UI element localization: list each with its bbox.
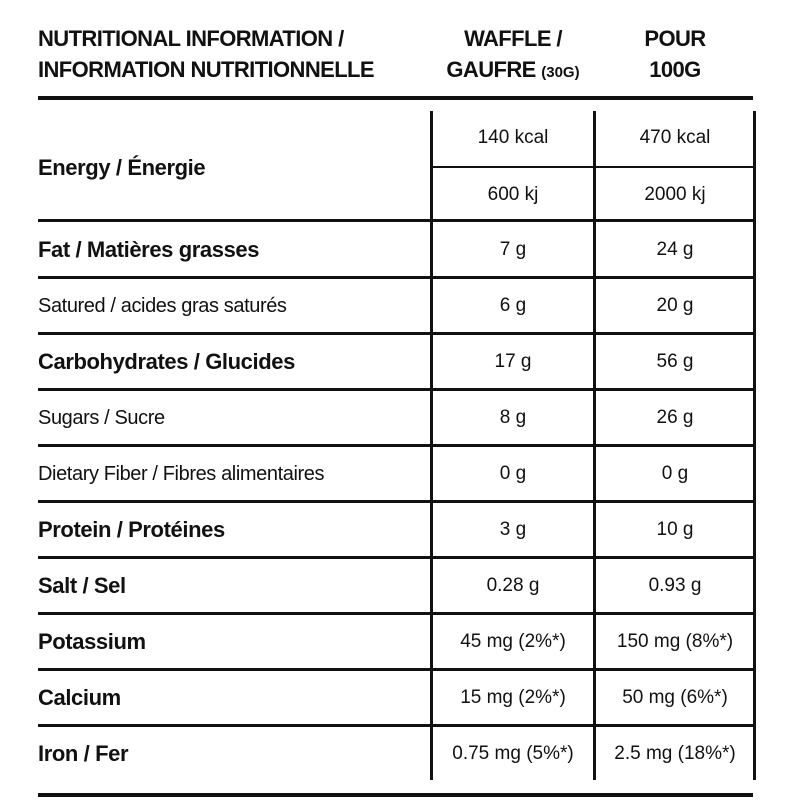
row-value-waffle: 15 mg (2%*) — [460, 687, 566, 708]
row-value-waffle: 6 g — [499, 295, 527, 316]
row-divider — [38, 724, 756, 727]
row-value-waffle: 3 g — [499, 519, 527, 540]
row-label: Sugars / Sucre — [38, 407, 165, 429]
row-value-per100g: 50 mg (6%*) — [622, 687, 728, 708]
row-divider — [38, 332, 756, 335]
header-waffle-line2: GAUFRE — [446, 57, 536, 82]
row-label: Protein / Protéines — [38, 517, 225, 542]
row-divider — [38, 500, 756, 503]
header-label-line2: INFORMATION NUTRITIONNELLE — [38, 57, 375, 82]
row-value-per100g: 0 g — [661, 463, 689, 484]
row-label: Calcium — [38, 685, 121, 710]
row-value-waffle: 0.28 g — [486, 575, 540, 596]
row-value-per100g: 10 g — [656, 519, 694, 540]
header-label-line1: NUTRITIONAL INFORMATION / — [38, 26, 344, 51]
row-divider — [38, 388, 756, 391]
row-divider — [38, 276, 756, 279]
row-value-per100g: 24 g — [656, 239, 694, 260]
energy-kcal-waffle: 140 kcal — [477, 127, 549, 148]
row-divider — [38, 668, 756, 671]
row-value-per100g: 56 g — [656, 351, 694, 372]
row-label-energy: Energy / Énergie — [38, 155, 206, 180]
energy-kj-waffle: 600 kj — [487, 184, 539, 205]
header-per100g-line2: 100G — [649, 57, 701, 82]
row-value-waffle: 45 mg (2%*) — [460, 631, 566, 652]
table-bottom-rule — [38, 793, 753, 797]
header-per100g-line1: POUR — [644, 26, 706, 51]
table-header-waffle: WAFFLE / GAUFRE (30G) — [433, 23, 593, 88]
row-value-waffle: 0 g — [499, 463, 527, 484]
row-divider — [38, 612, 756, 615]
row-label: Iron / Fer — [38, 741, 129, 766]
energy-kj-100g: 2000 kj — [644, 184, 706, 205]
table-header-label: NUTRITIONAL INFORMATION / INFORMATION NU… — [38, 23, 428, 85]
row-label: Salt / Sel — [38, 573, 126, 598]
row-value-per100g: 0.93 g — [648, 575, 702, 596]
row-divider — [38, 556, 756, 559]
row-value-per100g: 150 mg (8%*) — [616, 631, 734, 652]
row-value-waffle: 7 g — [499, 239, 527, 260]
row-value-per100g: 20 g — [656, 295, 694, 316]
table-header-per100g: POUR 100G — [596, 23, 754, 85]
row-value-waffle: 8 g — [499, 407, 527, 428]
row-value-per100g: 2.5 mg (18%*) — [614, 743, 736, 764]
header-waffle-line1: WAFFLE / — [464, 26, 562, 51]
row-value-waffle: 17 g — [494, 351, 532, 372]
energy-kcal-100g: 470 kcal — [639, 127, 711, 148]
header-waffle-portion: (30G) — [541, 64, 580, 81]
row-value-per100g: 26 g — [656, 407, 694, 428]
row-value-waffle: 0.75 mg (5%*) — [452, 743, 574, 764]
header-divider — [38, 96, 753, 100]
row-label: Carbohydrates / Glucides — [38, 349, 295, 374]
row-label: Satured / acides gras saturés — [38, 295, 287, 317]
row-divider — [38, 219, 756, 222]
energy-sub-divider — [433, 166, 753, 168]
row-divider — [38, 444, 756, 447]
row-label: Dietary Fiber / Fibres alimentaires — [38, 463, 325, 485]
row-label: Potassium — [38, 629, 146, 654]
row-label: Fat / Matières grasses — [38, 237, 260, 262]
